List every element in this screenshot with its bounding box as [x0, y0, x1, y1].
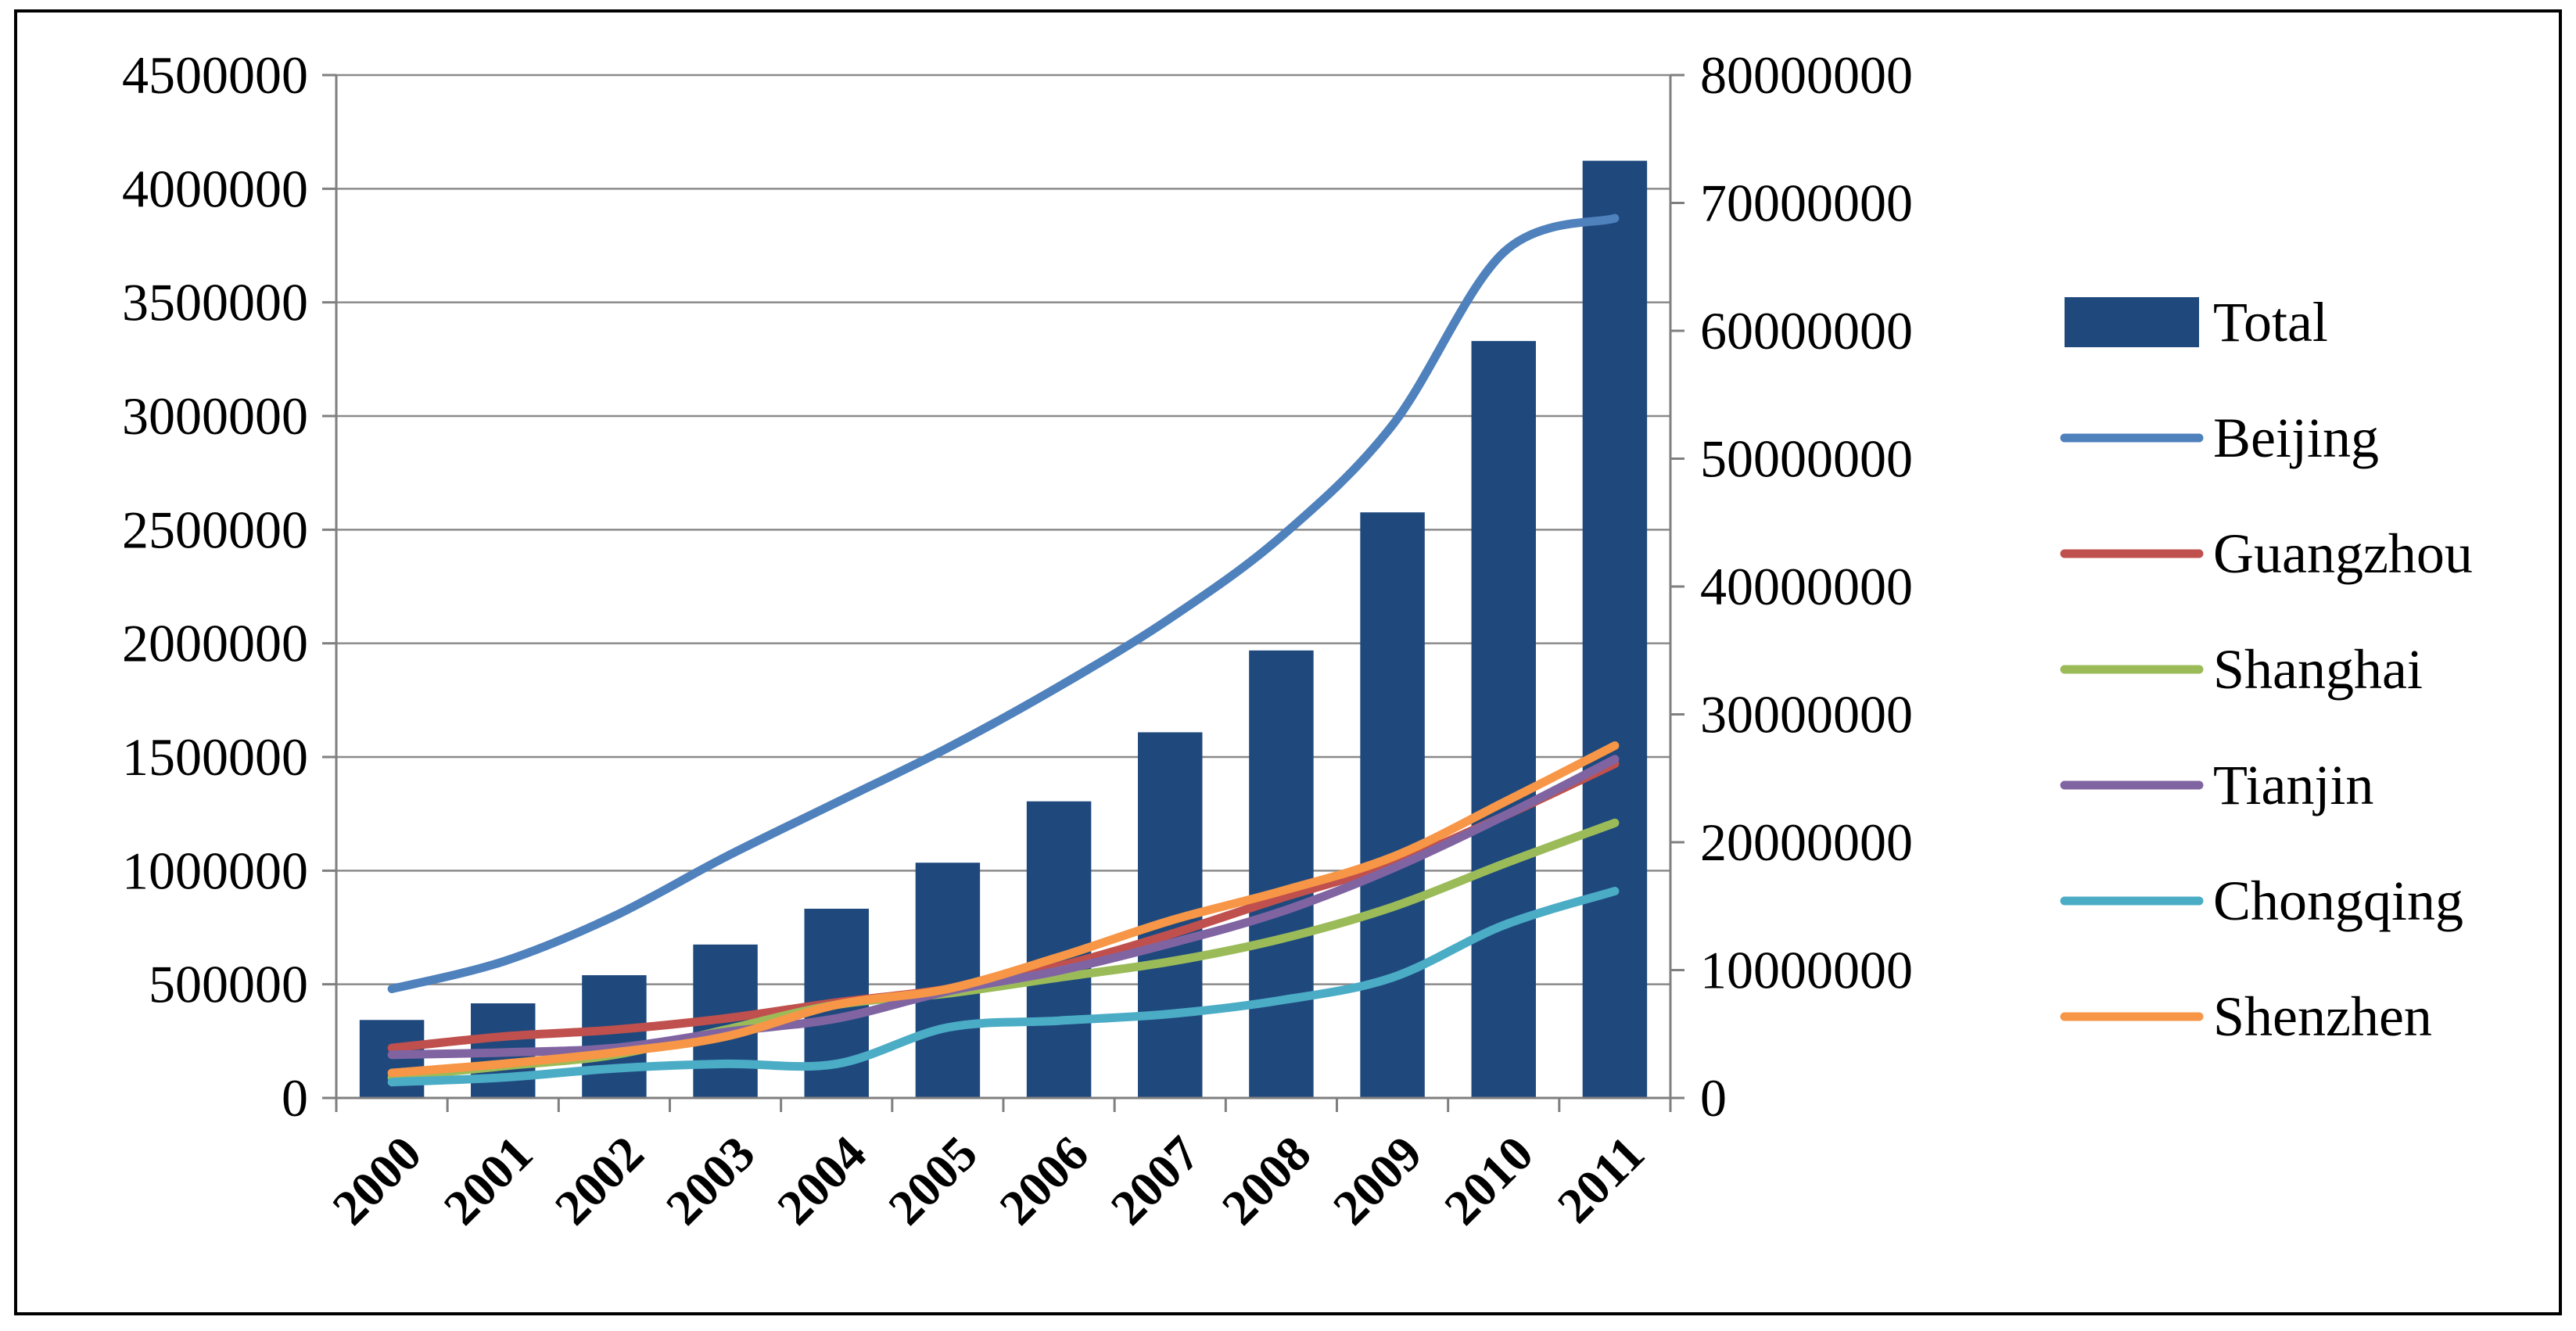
left-axis-tick-label: 0 — [282, 1068, 308, 1128]
right-axis-tick-label: 10000000 — [1700, 941, 1913, 1000]
right-axis-ticks: 0 10000000 20000000 30000000 40000000 5000000… — [1700, 45, 1913, 1128]
gridlines — [336, 74, 1670, 985]
legend-label-tianjin: Tianjin — [2213, 754, 2373, 816]
legend-swatch-total — [2065, 297, 2199, 347]
right-axis-tick-label: 0 — [1700, 1068, 1727, 1128]
legend-label-shenzhen: Shenzhen — [2213, 985, 2432, 1048]
legend-label-guangzhou: Guangzhou — [2213, 522, 2473, 585]
left-axis-tick-label: 500000 — [149, 955, 308, 1014]
line-series — [387, 213, 1620, 1087]
right-axis-tick-label: 40000000 — [1700, 557, 1913, 616]
bar-total-2009 — [1360, 512, 1425, 1098]
left-axis-ticks: 0 500000 1000000 1500000 2000000 2500000 30000… — [122, 45, 308, 1128]
legend: Total Beijing Guangzhou Shanghai Tianjin Chon… — [2060, 291, 2473, 1048]
right-axis-tick-label: 80000000 — [1700, 45, 1913, 105]
right-axis-tick-label: 60000000 — [1700, 301, 1913, 361]
left-axis-tick-label: 2000000 — [122, 614, 308, 673]
left-axis-tick-label: 4000000 — [122, 159, 308, 218]
left-axis-tick-label: 4500000 — [122, 45, 308, 105]
legend-label-shanghai: Shanghai — [2213, 638, 2423, 701]
right-axis-tick-label: 30000000 — [1700, 685, 1913, 744]
legend-label-beijing: Beijing — [2213, 407, 2379, 469]
left-axis-tick-label: 3500000 — [122, 273, 308, 332]
left-axis-tick-label: 1000000 — [122, 841, 308, 900]
line-tianjin — [387, 755, 1620, 1060]
legend-label-total: Total — [2213, 291, 2328, 353]
left-axis-tick-label: 1500000 — [122, 727, 308, 787]
bar-total-2011 — [1582, 160, 1648, 1098]
left-axis-tick-label: 3000000 — [122, 386, 308, 446]
line-shenzhen — [387, 741, 1620, 1078]
legend-label-chongqing: Chongqing — [2213, 870, 2463, 932]
right-axis-tick-label: 20000000 — [1700, 813, 1913, 872]
bar-total-2002 — [582, 975, 647, 1098]
bar-total-2008 — [1249, 650, 1314, 1098]
right-axis-tick-label: 50000000 — [1700, 429, 1913, 489]
line-beijing — [387, 213, 1620, 993]
line-chongqing — [387, 887, 1620, 1087]
left-axis-tick-label: 2500000 — [122, 500, 308, 559]
axes — [322, 74, 1684, 1112]
bar-total-2010 — [1471, 341, 1536, 1099]
right-axis-tick-label: 70000000 — [1700, 174, 1913, 233]
